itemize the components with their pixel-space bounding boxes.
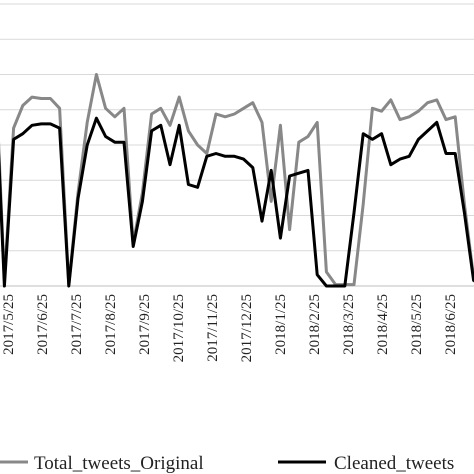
x-tick-label: 2018/5/25 [409, 294, 425, 355]
legend: Total_tweets_Original Cleaned_tweets [0, 453, 454, 474]
x-tick-label: 2017/5/25 [1, 294, 17, 355]
x-tick-label: 2017/7/25 [69, 294, 85, 355]
x-tick-label: 2017/10/25 [171, 294, 187, 362]
x-tick-label: 2017/12/25 [239, 294, 255, 362]
x-tick-label: 2018/6/25 [443, 294, 459, 355]
x-tick-label: 2018/2/25 [307, 294, 323, 355]
x-tick-label: 2017/6/25 [35, 294, 51, 355]
x-tick-label: 2018/3/25 [341, 294, 357, 355]
x-tick-label: 2018/1/25 [273, 294, 289, 355]
x-tick-labels: 2017/5/25 2017/6/25 2017/7/25 2017/8/25 2017… [1, 294, 459, 362]
series-line-cleaned-tweets [0, 116, 474, 288]
legend-label-total-tweets-original: Total_tweets_Original [34, 453, 204, 474]
legend-label-cleaned-tweets: Cleaned_tweets [334, 453, 454, 474]
series-lines [0, 73, 474, 288]
x-tick-label: 2017/8/25 [103, 294, 119, 355]
x-tick-label: 2018/4/25 [375, 294, 391, 355]
gridlines [0, 3, 474, 287]
x-tick-label: 2017/9/25 [137, 294, 153, 355]
x-tick-label: 2017/11/25 [205, 294, 221, 362]
